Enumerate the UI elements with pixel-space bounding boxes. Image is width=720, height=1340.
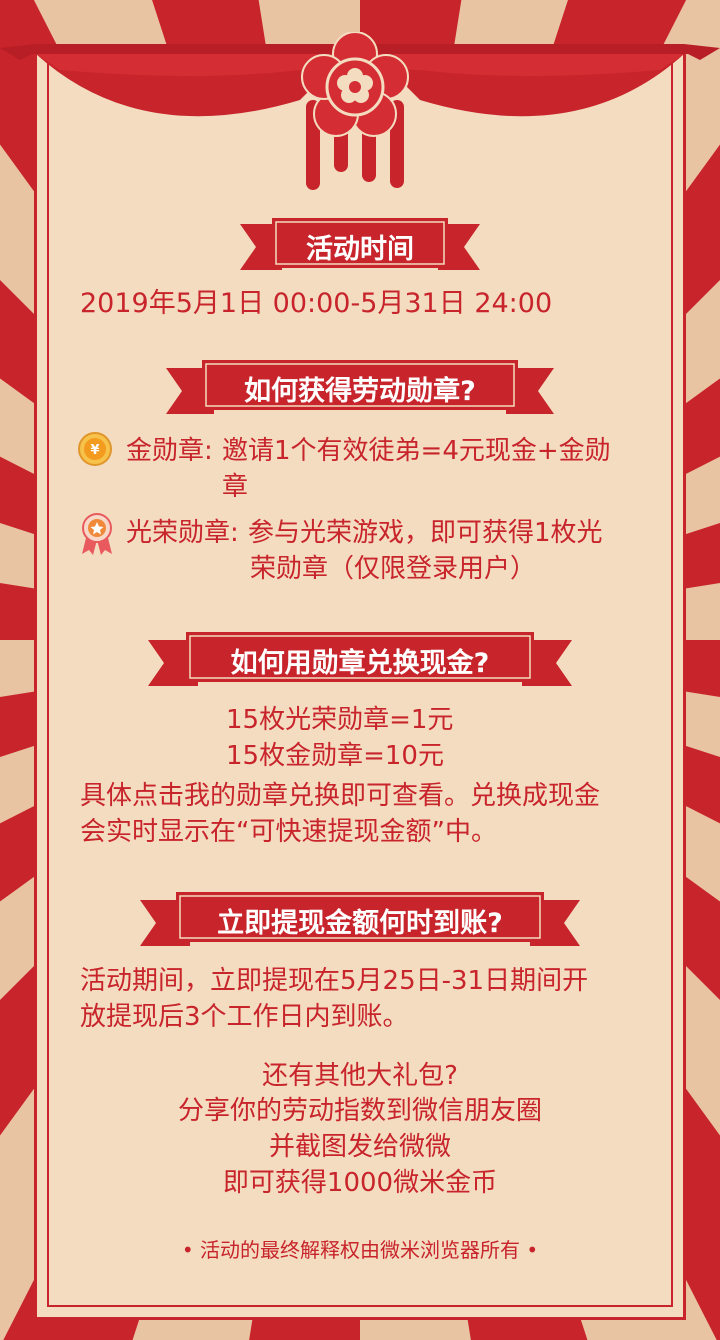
- exchange-note-line1: 具体点击我的勋章兑换即可查看。兑换成现金: [80, 781, 601, 811]
- glory-medal-label: 光荣勋章:: [126, 518, 239, 548]
- exchange-note-line2: 会实时显示在“可快速提现金额”中。: [80, 817, 497, 847]
- banner-exchange-medal: 如何用勋章兑换现金?: [0, 630, 720, 700]
- section-title: 如何用勋章兑换现金?: [230, 648, 490, 679]
- svg-text:¥: ¥: [90, 443, 99, 458]
- ribbon-star-medal-icon: [82, 513, 112, 555]
- bonus-line1: 还有其他大礼包?: [262, 1061, 458, 1091]
- withdraw-text-line2: 放提现后3个工作日内到账。: [80, 1002, 409, 1032]
- section-title: 立即提现金额何时到账?: [217, 908, 503, 939]
- banner-how-to-get-medal: 如何获得劳动勋章?: [0, 358, 720, 428]
- footer-disclaimer: • 活动的最终解释权由微米浏览器所有 •: [181, 1238, 539, 1262]
- bonus-line2: 分享你的劳动指数到微信朋友圈: [177, 1096, 542, 1126]
- bonus-line4: 即可获得1000微米金币: [222, 1168, 498, 1198]
- withdraw-text-line1: 活动期间，立即提现在5月25日-31日期间开: [80, 966, 589, 996]
- banner-activity-time: 活动时间: [0, 216, 720, 286]
- gold-medal-desc-line2: 章: [222, 472, 249, 502]
- gold-medal-desc-line1: 邀请1个有效徒弟=4元现金+金勋: [222, 436, 611, 466]
- section-title: 活动时间: [306, 234, 414, 265]
- bonus-line3: 并截图发给微微: [268, 1132, 451, 1162]
- section-title: 如何获得劳动勋章?: [244, 376, 476, 407]
- gold-coin-medal-icon: ¥: [78, 432, 112, 466]
- glory-medal-desc-line1: 参与光荣游戏，即可获得1枚光: [248, 518, 603, 548]
- banner-withdraw-time: 立即提现金额何时到账?: [0, 890, 720, 960]
- gold-medal-label: 金勋章:: [126, 436, 213, 466]
- exchange-rate-gold: 15枚金勋章=10元: [226, 741, 444, 771]
- glory-medal-desc-line2: 荣勋章（仅限登录用户）: [250, 554, 537, 584]
- exchange-rate-glory: 15枚光荣勋章=1元: [226, 705, 454, 735]
- flower-ornament-icon: [301, 32, 409, 137]
- activity-time-text: 2019年5月1日 00:00-5月31日 24:00: [80, 288, 553, 319]
